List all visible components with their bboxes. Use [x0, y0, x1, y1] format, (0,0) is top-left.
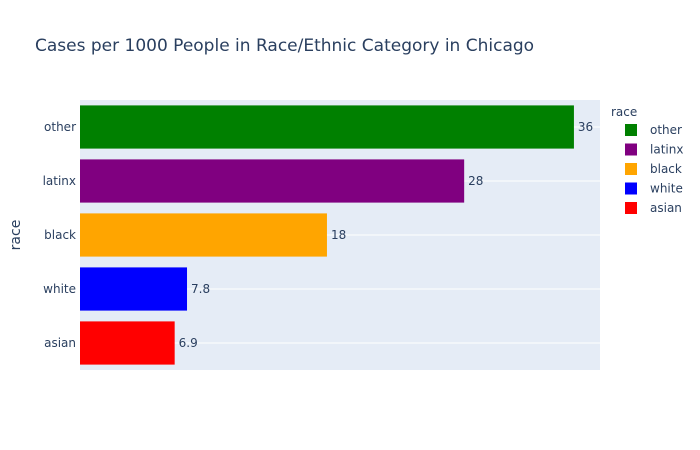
legend-label-other: other	[650, 123, 682, 137]
bars-layer	[80, 105, 574, 365]
bar-latinx[interactable]	[80, 159, 465, 203]
legend-item-latinx[interactable]: latinx	[625, 143, 683, 157]
legend-label-asian: asian	[650, 201, 682, 215]
y-tick-label-latinx: latinx	[43, 174, 76, 188]
legend-label-latinx: latinx	[650, 143, 683, 157]
legend-item-white[interactable]: white	[625, 182, 683, 196]
bar-other[interactable]	[80, 105, 574, 149]
legend-swatch-black	[625, 163, 637, 175]
y-tick-labels: asian white black latinx other	[43, 120, 77, 350]
legend-title: race	[611, 105, 637, 119]
chart-title: Cases per 1000 People in Race/Ethnic Cat…	[35, 36, 534, 56]
legend[interactable]: race other latinx black white asian	[611, 105, 683, 215]
bar-black[interactable]	[80, 213, 327, 257]
legend-label-white: white	[650, 182, 683, 196]
legend-swatch-latinx	[625, 143, 637, 156]
legend-swatch-other	[625, 124, 637, 136]
bar-asian[interactable]	[80, 321, 175, 365]
y-tick-label-asian: asian	[44, 336, 76, 350]
y-tick-label-white: white	[43, 282, 76, 296]
y-axis-title: race	[8, 220, 24, 251]
data-label-white: 7.8	[191, 282, 210, 296]
legend-swatch-asian	[625, 202, 637, 214]
data-label-black: 18	[331, 228, 346, 242]
legend-item-other[interactable]: other	[625, 123, 682, 137]
legend-item-asian[interactable]: asian	[625, 201, 682, 215]
data-label-other: 36	[578, 120, 593, 134]
legend-item-black[interactable]: black	[625, 162, 682, 176]
data-labels: 6.9 7.8 18 28 36	[179, 120, 594, 350]
legend-items[interactable]: other latinx black white asian	[625, 123, 683, 215]
legend-swatch-white	[625, 182, 637, 195]
legend-label-black: black	[650, 162, 682, 176]
data-label-latinx: 28	[468, 174, 483, 188]
data-label-asian: 6.9	[179, 336, 198, 350]
y-tick-label-other: other	[44, 120, 76, 134]
bar-white[interactable]	[80, 267, 188, 311]
y-tick-label-black: black	[44, 228, 76, 242]
